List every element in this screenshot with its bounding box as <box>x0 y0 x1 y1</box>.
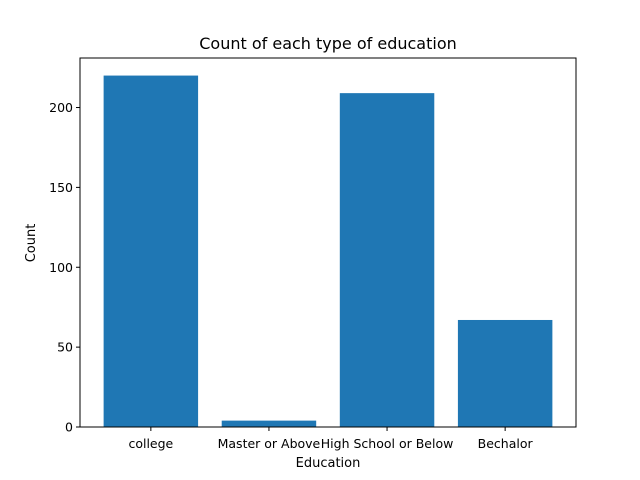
y-tick-label: 150 <box>49 180 73 195</box>
y-tick-label: 100 <box>49 260 73 275</box>
bar-0 <box>103 75 199 428</box>
bar-1 <box>221 420 317 427</box>
bar-3 <box>457 319 553 427</box>
bars-group <box>103 75 553 428</box>
x-tick-label: college <box>128 436 173 451</box>
x-tick-label: High School or Below <box>321 436 454 451</box>
bar-2 <box>339 93 435 428</box>
plot-frame <box>79 57 577 428</box>
y-axis-ticks: 0 50 100 150 200 <box>49 100 80 435</box>
y-tick-label: 0 <box>65 420 73 435</box>
x-axis-label: Education <box>296 456 361 471</box>
y-tick-label: 50 <box>57 340 73 355</box>
chart-title: Count of each type of education <box>199 34 457 53</box>
y-axis-label: Count <box>24 224 39 263</box>
x-axis-ticks: college Master or Above High School or Bel… <box>128 427 533 451</box>
x-tick-label: Bechalor <box>478 436 534 451</box>
y-tick-label: 200 <box>49 100 73 115</box>
x-tick-label: Master or Above <box>218 436 321 451</box>
